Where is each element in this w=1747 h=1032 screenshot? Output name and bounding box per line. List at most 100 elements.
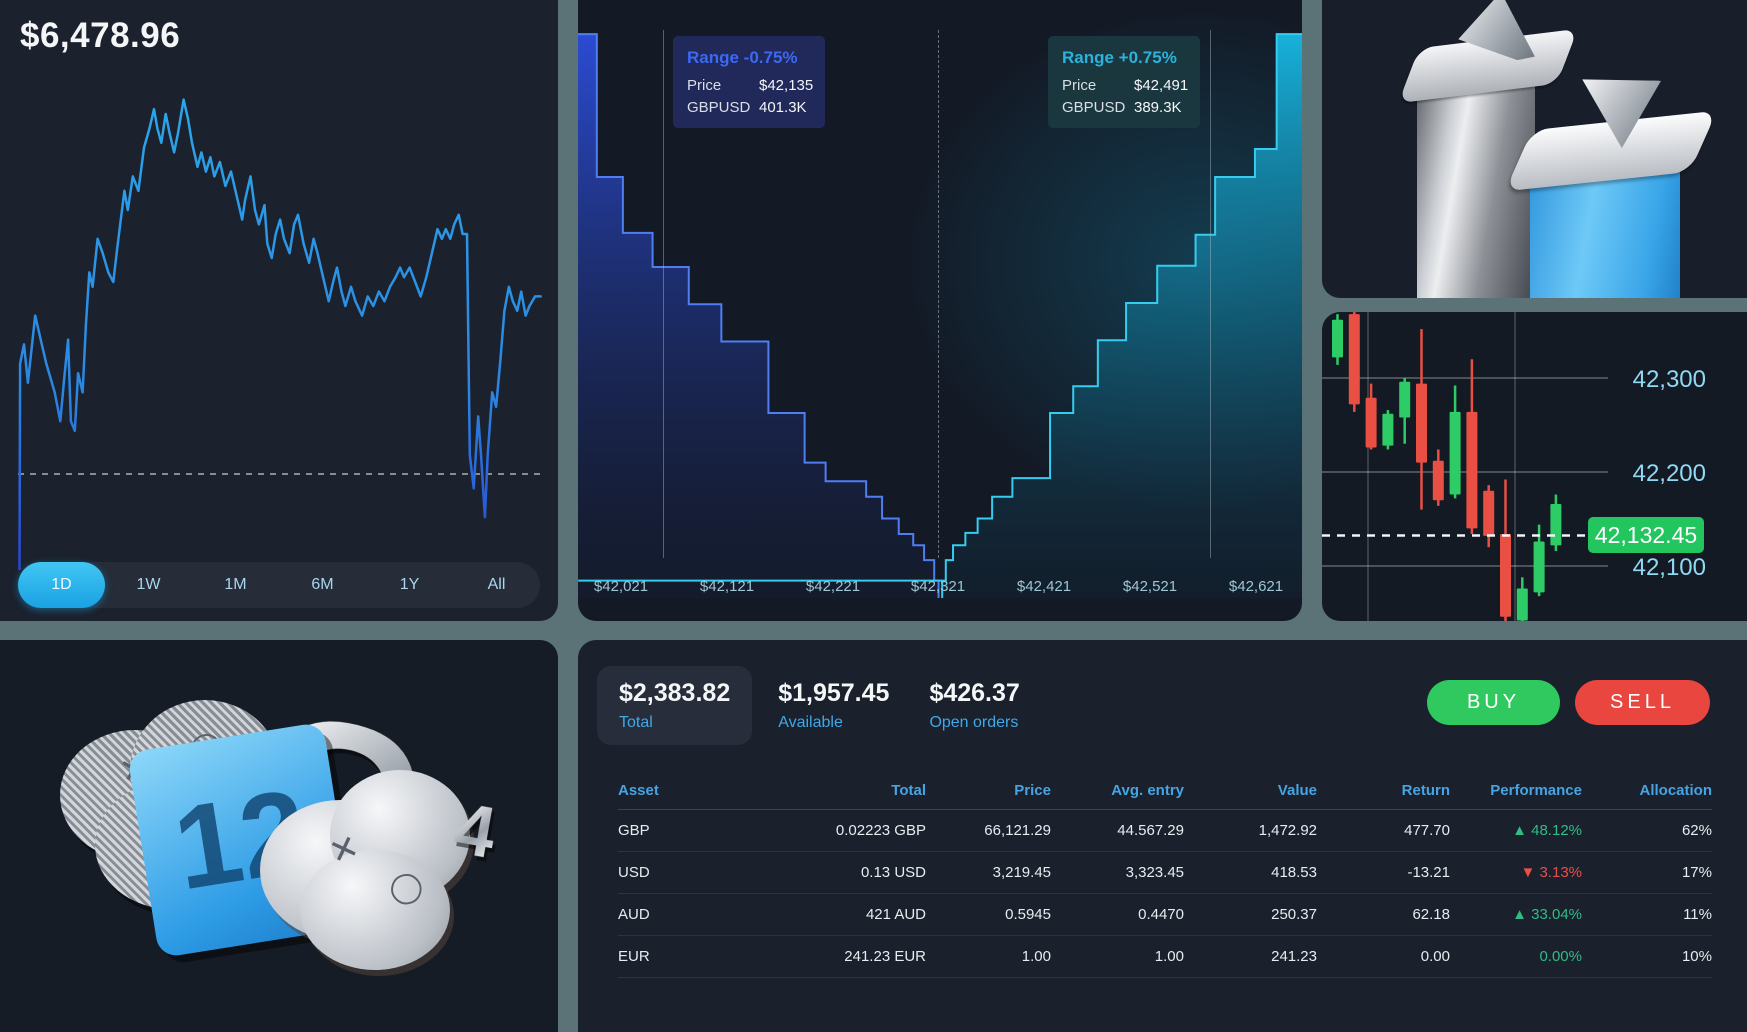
cell-value: 1,472.92 <box>1184 809 1317 852</box>
available-value: $1,957.45 <box>778 679 890 707</box>
cell-performance: ▼ 3.13% <box>1450 851 1582 894</box>
time-range-selector: 1D 1W 1M 6M 1Y All <box>18 562 540 608</box>
candle-price-label: 42,200 <box>1632 460 1706 487</box>
candle-price-label: 42,100 <box>1632 554 1706 581</box>
depth-chart <box>578 33 1302 598</box>
column-header-allocation[interactable]: Allocation <box>1582 772 1712 810</box>
buy-button[interactable]: BUY <box>1427 680 1560 725</box>
asset-row-eur[interactable]: EUR 241.23 EUR 1.00 1.00 241.23 0.00 0.00% 10% <box>618 935 1712 978</box>
column-header-asset[interactable]: Asset <box>618 772 798 810</box>
cell-price: 66,121.29 <box>926 809 1051 852</box>
open-orders-label: Open orders <box>929 714 1019 731</box>
current-price-badge: 42,132.45 <box>1588 517 1704 554</box>
cell-asset: USD <box>618 851 798 894</box>
price-axis-label: $42,321 <box>910 578 966 595</box>
performance-flat: 0.00% <box>1539 948 1582 965</box>
bid-price-value: $42,135 <box>759 77 814 94</box>
bid-tooltip-title: Range -0.75% <box>687 48 798 67</box>
asset-row-gbp[interactable]: GBP 0.02223 GBP 66,121.29 44.567.29 1,472.92… <box>618 809 1712 852</box>
ask-volume-value: 389.3K <box>1134 99 1182 116</box>
ask-price-value: $42,491 <box>1134 77 1189 94</box>
cell-price: 0.5945 <box>926 893 1051 936</box>
cell-return: 0.00 <box>1317 935 1450 978</box>
cell-return: 477.70 <box>1317 809 1450 852</box>
range-button-all[interactable]: All <box>453 562 540 608</box>
bid-pair-label: GBPUSD <box>687 99 751 116</box>
cell-allocation: 17% <box>1582 851 1712 894</box>
bid-range-marker-line <box>663 30 664 558</box>
range-button-1y[interactable]: 1Y <box>366 562 453 608</box>
total-value: $2,383.82 <box>619 679 731 707</box>
cell-avg_entry: 44.567.29 <box>1051 809 1184 852</box>
cell-avg_entry: 0.4470 <box>1051 893 1184 936</box>
balance-line-chart <box>18 98 542 570</box>
cell-total: 0.02223 GBP <box>798 809 926 852</box>
cell-total: 241.23 EUR <box>798 935 926 978</box>
performance-down: ▼ 3.13% <box>1520 864 1582 881</box>
cell-value: 241.23 <box>1184 935 1317 978</box>
ask-pair-label: GBPUSD <box>1062 99 1126 116</box>
cell-asset: GBP <box>618 809 798 852</box>
price-axis-label: $42,021 <box>593 578 649 595</box>
bid-price-label: Price <box>687 77 722 94</box>
column-header-value[interactable]: Value <box>1184 772 1317 810</box>
range-button-1m[interactable]: 1M <box>192 562 279 608</box>
cell-allocation: 10% <box>1582 935 1712 978</box>
column-header-price[interactable]: Price <box>926 772 1051 810</box>
open-orders-value: $426.37 <box>929 679 1020 707</box>
price-axis-label: $42,121 <box>699 578 755 595</box>
cell-performance: ▲ 48.12% <box>1450 809 1582 852</box>
cell-performance: 0.00% <box>1450 935 1582 978</box>
account-balance: $6,478.96 <box>20 16 181 55</box>
cell-allocation: 62% <box>1582 809 1712 852</box>
range-button-6m[interactable]: 6M <box>279 562 366 608</box>
column-header-return[interactable]: Return <box>1317 772 1450 810</box>
smooth-blob <box>300 850 450 970</box>
total-label: Total <box>619 714 653 731</box>
price-axis-label: $42,621 <box>1228 578 1284 595</box>
price-axis-label: $42,221 <box>805 578 861 595</box>
balance-summary: $2,383.82 Total $1,957.45 Available $426… <box>597 666 1060 745</box>
assets-table: Asset Total Price Avg. entry Value Return Perf… <box>618 772 1712 978</box>
column-header-performance[interactable]: Performance <box>1450 772 1582 810</box>
summary-available[interactable]: $1,957.45 Available <box>778 666 889 745</box>
column-header-avg-entry[interactable]: Avg. entry <box>1051 772 1184 810</box>
sell-button[interactable]: SELL <box>1575 680 1710 725</box>
cell-asset: EUR <box>618 935 798 978</box>
ask-price-label: Price <box>1062 77 1097 94</box>
cell-return: -13.21 <box>1317 851 1450 894</box>
cell-allocation: 11% <box>1582 893 1712 936</box>
mid-price-line <box>938 30 939 558</box>
summary-total[interactable]: $2,383.82 Total <box>597 666 753 745</box>
cell-asset: AUD <box>618 893 798 936</box>
cell-value: 250.37 <box>1184 893 1317 936</box>
ask-tooltip-title: Range +0.75% <box>1062 48 1177 67</box>
price-axis-label: $42,521 <box>1122 578 1178 595</box>
range-button-1w[interactable]: 1W <box>105 562 192 608</box>
cell-total: 0.13 USD <box>798 851 926 894</box>
summary-open-orders[interactable]: $426.37 Open orders <box>929 666 1019 745</box>
cell-avg_entry: 1.00 <box>1051 935 1184 978</box>
performance-up: ▲ 33.04% <box>1512 906 1582 923</box>
portfolio-panel: $2,383.82 Total $1,957.45 Available $426… <box>578 640 1747 1032</box>
cell-price: 1.00 <box>926 935 1051 978</box>
range-button-1d[interactable]: 1D <box>18 562 105 608</box>
cell-return: 62.18 <box>1317 893 1450 936</box>
balance-panel: $6,478.96 1D 1W 1M 6M 1Y All <box>0 0 558 621</box>
asset-row-usd[interactable]: USD 0.13 USD 3,219.45 3,323.45 418.53 -13.21 ▼… <box>618 851 1712 894</box>
ask-tooltip: Range +0.75% Price $42,491 GBPUSD 389.3K <box>1048 36 1200 128</box>
column-header-total[interactable]: Total <box>798 772 926 810</box>
bid-volume-value: 401.3K <box>759 99 807 116</box>
ask-range-marker-line <box>1210 30 1211 558</box>
candlestick-panel: 42,132.45 42,300 42,200 42,100 <box>1322 312 1747 621</box>
cell-price: 3,219.45 <box>926 851 1051 894</box>
numbers-illustration: ✕ ◯ ✕ C 5 12 ✕ ◯ 4 <box>0 640 558 1032</box>
price-axis-label: $42,421 <box>1016 578 1072 595</box>
bid-tooltip: Range -0.75% Price $42,135 GBPUSD 401.3K <box>673 36 825 128</box>
asset-row-aud[interactable]: AUD 421 AUD 0.5945 0.4470 250.37 62.18 ▲ 33.04… <box>618 893 1712 936</box>
orderbook-depth-panel: Range -0.75% Price $42,135 GBPUSD 401.3K… <box>578 0 1302 621</box>
cell-performance: ▲ 33.04% <box>1450 893 1582 936</box>
candlestick-chart <box>1322 312 1608 621</box>
available-label: Available <box>778 714 843 731</box>
performance-up: ▲ 48.12% <box>1512 822 1582 839</box>
